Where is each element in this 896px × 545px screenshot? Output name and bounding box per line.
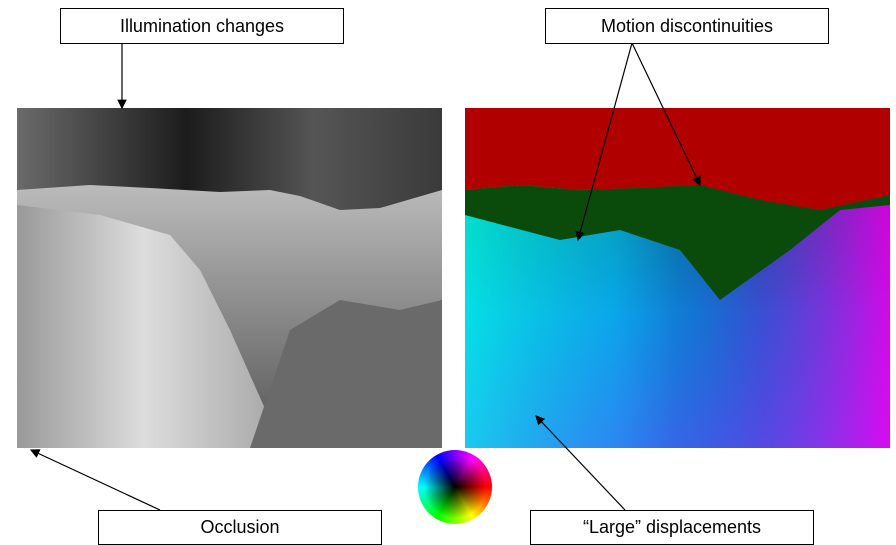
flow-image	[465, 108, 890, 448]
frame-image	[17, 108, 442, 448]
arrow	[31, 450, 160, 510]
page: Illumination changes Motion discontinuit…	[0, 0, 896, 545]
callout-label: “Large” displacements	[583, 517, 761, 537]
callout-label: Illumination changes	[120, 16, 284, 36]
color-wheel	[418, 450, 492, 524]
callout-label: Motion discontinuities	[601, 16, 773, 36]
callout-label: Occlusion	[200, 517, 279, 537]
